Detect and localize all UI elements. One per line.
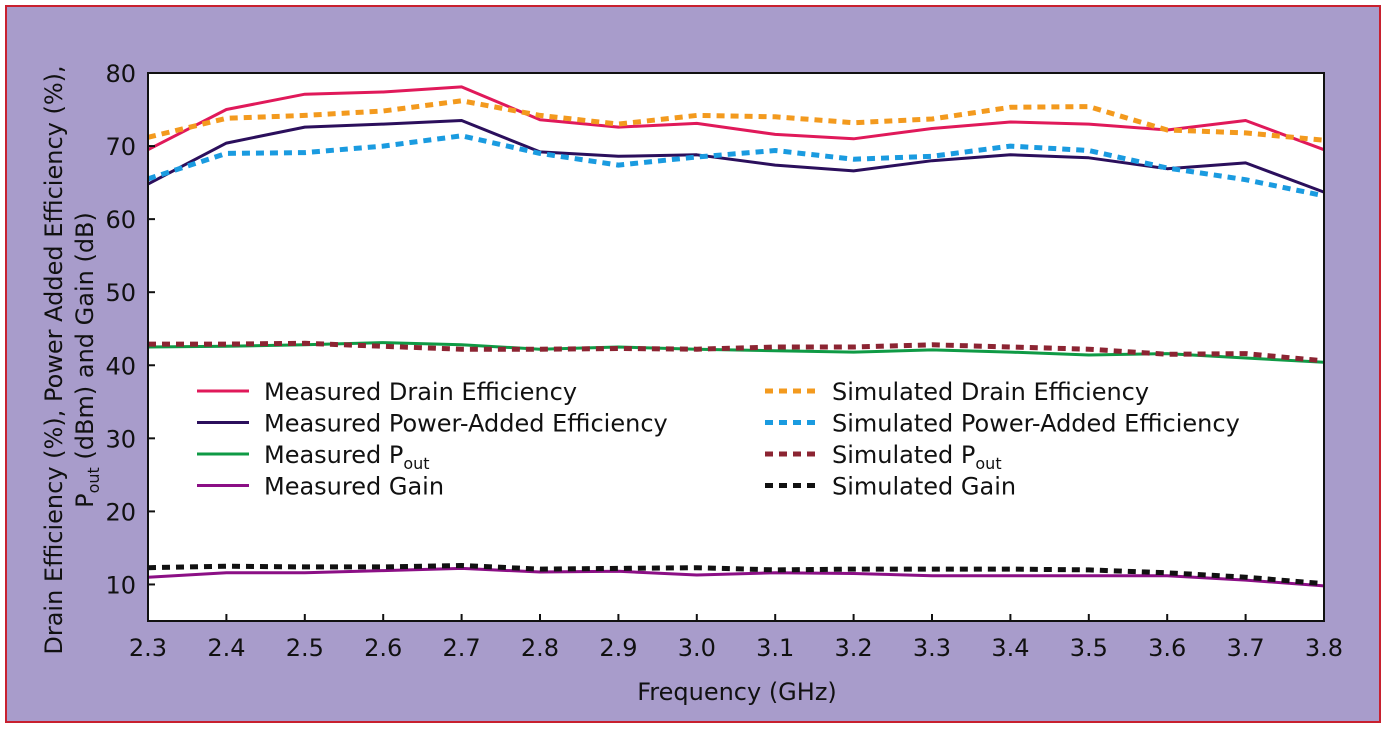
series-line-5 [147, 98, 1325, 143]
legend-label-7: Simulated Pout [832, 441, 1002, 473]
x-tick-label: 2.3 [129, 634, 167, 662]
axes-frame [147, 72, 1325, 622]
x-tick-label: 2.6 [364, 634, 402, 662]
series-line-6 [147, 133, 1325, 199]
x-tick-label: 2.8 [521, 634, 559, 662]
axes: 2.3 2.4 2.5 2.6 2.7 2.8 2.9 3.0 3.1 3.2 3.3 3.4 3.5 3… [105, 60, 1343, 662]
legend-label-4: Measured Gain [264, 473, 444, 501]
legend-label-main: Simulated P [832, 441, 975, 469]
x-tick-label: 2.4 [207, 634, 245, 662]
x-tick-label: 3.1 [756, 634, 794, 662]
legend-label-main: Measured Drain Efficiency [264, 378, 577, 406]
legend-label-main: Measured P [264, 441, 403, 469]
x-tick-label: 3.5 [1070, 634, 1108, 662]
axis-labels: Frequency (GHz) Drain Efficiency (%), Po… [40, 65, 837, 706]
legend-label-6: Simulated Power-Added Efficiency [832, 410, 1240, 438]
legend: Measured Drain Efficiency Measured Power-… [197, 378, 1240, 501]
x-tick-label: 3.3 [913, 634, 951, 662]
x-tick-label: 3.4 [991, 634, 1029, 662]
legend-label-2: Measured Power-Added Efficiency [264, 410, 668, 438]
legend-label-8: Simulated Gain [832, 473, 1016, 501]
series-line-7 [148, 340, 1325, 364]
legend-label-subscript: out [403, 454, 429, 473]
y-tick-label: 10 [105, 571, 136, 599]
legend-label-3: Measured Pout [264, 441, 430, 473]
x-tick-label: 3.6 [1148, 634, 1186, 662]
y-axis-label-line1: Drain Efficiency (%), Power Added Effici… [40, 65, 68, 654]
x-tick-label: 3.8 [1305, 634, 1343, 662]
y-tick-label: 40 [105, 352, 136, 380]
legend-label-1: Measured Drain Efficiency [264, 378, 577, 406]
y-axis-label-sub: out [84, 467, 103, 493]
legend-label-subscript: out [975, 454, 1001, 473]
x-tick-label: 2.5 [286, 634, 324, 662]
series-line-2 [147, 119, 1325, 194]
y-tick-label: 80 [105, 60, 136, 88]
y-tick-label: 30 [105, 425, 136, 453]
y-tick-label: 20 [105, 498, 136, 526]
legend-label-main: Simulated Drain Efficiency [832, 378, 1149, 406]
x-axis-label: Frequency (GHz) [637, 678, 837, 706]
legend-label-main: Measured Gain [264, 473, 444, 501]
x-tick-label: 3.7 [1227, 634, 1265, 662]
y-axis-label-rest: (dBm) and Gain (dB) [71, 212, 99, 467]
y-tick-label: 70 [105, 133, 136, 161]
y-tick-label: 50 [105, 279, 136, 307]
y-axis-label-line2: Pout (dBm) and Gain (dB) [71, 212, 103, 508]
x-tick-label: 2.7 [443, 634, 481, 662]
y-axis-label-p: P [71, 493, 99, 507]
legend-label-5: Simulated Drain Efficiency [832, 378, 1149, 406]
series-line-8 [147, 563, 1325, 587]
x-tick-label: 2.9 [599, 634, 637, 662]
plot-area [147, 73, 1325, 621]
x-tick-label: 3.2 [835, 634, 873, 662]
legend-label-main: Measured Power-Added Efficiency [264, 410, 668, 438]
series-line-1 [147, 85, 1325, 152]
legend-label-main: Simulated Gain [832, 473, 1016, 501]
x-tick-label: 3.0 [678, 634, 716, 662]
series-line-4 [147, 566, 1325, 588]
legend-label-main: Simulated Power-Added Efficiency [832, 410, 1240, 438]
y-tick-label: 60 [105, 206, 136, 234]
